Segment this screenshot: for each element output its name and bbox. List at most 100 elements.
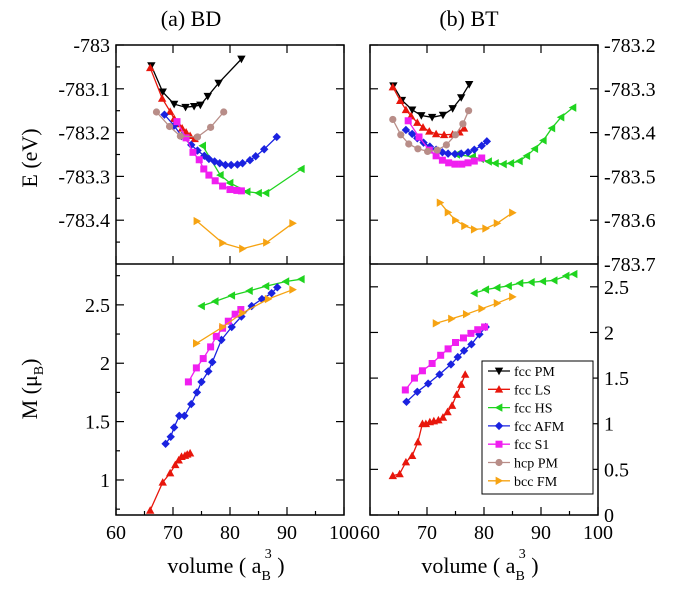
- point-energy-bt-hcp-pm: [423, 147, 432, 156]
- point-moment-bd-fcc-afm: [192, 388, 202, 397]
- point-moment-bt-fcc-s1: [459, 334, 467, 342]
- point-moment-bd-fcc-hs: [297, 274, 305, 284]
- x-tick-label-bt: 60: [360, 522, 380, 544]
- point-moment-bt-fcc-s1: [401, 386, 409, 394]
- legend-marker-fcc-pm: [494, 367, 504, 376]
- point-energy-bt-fcc-hs: [568, 103, 577, 112]
- point-energy-bd-fcc-hs: [261, 188, 270, 198]
- point-energy-bt-fcc-pm: [457, 94, 466, 102]
- point-moment-bt-fcc-ls: [413, 437, 423, 446]
- x-tick-label-bt: 80: [474, 522, 494, 544]
- point-moment-bt-fcc-hs: [492, 283, 501, 292]
- point-energy-bt-fcc-ls: [388, 82, 397, 91]
- point-energy-bt-fcc-s1: [445, 159, 453, 167]
- point-energy-bd-hcp-pm: [220, 108, 228, 116]
- point-moment-bt-fcc-hs: [561, 271, 570, 281]
- point-energy-bt-fcc-afm: [482, 137, 492, 146]
- point-energy-bt-fcc-afm: [470, 145, 479, 154]
- point-energy-bt-hcp-pm: [389, 115, 397, 124]
- point-energy-bt-fcc-hs: [515, 156, 523, 166]
- point-moment-bt-fcc-hs: [549, 276, 558, 285]
- point-energy-bd-fcc-pm: [169, 100, 179, 109]
- point-energy-bt-fcc-s1: [451, 160, 459, 168]
- point-moment-bt-fcc-hs: [470, 289, 478, 298]
- point-moment-bt-fcc-hs: [569, 269, 578, 279]
- x-tick-label-bt: 100: [583, 522, 613, 544]
- y-tick-label-energy-bd: -783.3: [58, 166, 110, 188]
- point-moment-bd-fcc-afm: [208, 357, 217, 367]
- point-energy-bd-bcc-fm: [239, 244, 247, 253]
- point-moment-bd-fcc-afm: [247, 301, 256, 311]
- point-moment-bd-fcc-ls: [158, 478, 167, 486]
- point-energy-bd-fcc-s1: [173, 118, 181, 126]
- point-moment-bd-fcc-hs: [281, 277, 290, 286]
- point-moment-bd-bcc-fm: [219, 322, 227, 332]
- point-energy-bd-fcc-ls: [157, 94, 167, 102]
- point-energy-bd-fcc-hs: [242, 187, 251, 196]
- point-energy-bt-fcc-ls: [413, 118, 422, 126]
- point-moment-bd-fcc-s1: [192, 364, 200, 372]
- y-tick-label-moment-bt: 0.5: [604, 459, 629, 481]
- point-energy-bt-fcc-pm: [438, 111, 448, 120]
- point-energy-bt-hcp-pm: [414, 145, 422, 153]
- point-energy-bt-hcp-pm: [442, 141, 450, 149]
- point-energy-bt-hcp-pm: [459, 120, 467, 128]
- point-moment-bt-fcc-s1: [437, 351, 445, 359]
- y-tick-label-moment-bt: 1: [604, 414, 614, 436]
- y-tick-label-energy-bt: -783.2: [604, 35, 656, 57]
- y-tick-label-energy-bt: -783.7: [604, 254, 656, 276]
- panel-title-a: (a) BD: [161, 6, 221, 31]
- point-moment-bd-fcc-ls: [171, 460, 180, 469]
- point-energy-bt-fcc-s1: [415, 133, 423, 141]
- point-moment-bd-fcc-afm: [161, 439, 170, 448]
- point-moment-bt-fcc-s1: [410, 374, 418, 382]
- series-line-moment-bd-fcc-afm: [165, 286, 278, 445]
- point-energy-bt-fcc-pm: [427, 113, 437, 122]
- x-tick-label-bd: 90: [277, 522, 297, 544]
- point-moment-bd-fcc-s1: [184, 378, 192, 386]
- point-moment-bt-fcc-s1: [474, 326, 482, 334]
- y-tick-label-energy-bd: -783: [73, 35, 110, 57]
- y-tick-label-energy-bt: -783.6: [604, 210, 656, 232]
- point-moment-bd-bcc-fm: [239, 308, 247, 318]
- point-energy-bd-hcp-pm: [207, 123, 215, 131]
- point-energy-bt-fcc-afm: [443, 149, 453, 158]
- legend-label-fcc-ls: fcc LS: [514, 383, 551, 398]
- point-energy-bd-fcc-s1: [237, 187, 245, 195]
- plot-layer: [146, 55, 578, 514]
- legend-marker-hcp-pm: [495, 458, 503, 467]
- y-tick-label-energy-bt: -783.4: [604, 123, 656, 145]
- point-energy-bt-fcc-ls: [439, 130, 449, 139]
- point-moment-bd-fcc-afm: [197, 377, 206, 387]
- point-energy-bt-hcp-pm: [451, 131, 460, 139]
- point-energy-bt-fcc-hs: [499, 159, 507, 169]
- point-moment-bd-fcc-ls: [185, 448, 195, 457]
- point-energy-bd-hcp-pm: [176, 132, 185, 140]
- point-energy-bd-fcc-hs: [198, 141, 206, 150]
- point-energy-bd-fcc-afm: [238, 159, 247, 168]
- point-energy-bd-bcc-fm: [219, 238, 227, 248]
- point-moment-bt-fcc-ls: [388, 471, 397, 480]
- point-energy-bd-fcc-pm: [196, 101, 205, 110]
- point-moment-bt-fcc-s1: [428, 359, 436, 367]
- point-energy-bd-fcc-afm: [233, 160, 242, 169]
- point-energy-bd-bcc-fm: [193, 216, 202, 226]
- series-line-energy-bd-fcc-hs: [202, 145, 302, 194]
- point-moment-bt-fcc-ls: [452, 390, 461, 398]
- point-energy-bt-fcc-afm: [450, 149, 460, 159]
- x-tick-label-bd: 70: [163, 522, 183, 544]
- point-energy-bd-fcc-pm: [189, 102, 199, 111]
- point-energy-bt-fcc-ls: [459, 124, 469, 132]
- point-moment-bt-fcc-s1: [467, 329, 475, 337]
- point-moment-bd-bcc-fm: [193, 339, 201, 348]
- point-moment-bt-fcc-afm: [467, 340, 476, 349]
- point-moment-bt-bcc-fm: [493, 299, 502, 308]
- y-tick-label-moment-bt: 0: [604, 505, 614, 527]
- point-moment-bt-fcc-afm: [446, 360, 456, 369]
- point-moment-bt-fcc-s1: [444, 345, 452, 353]
- point-moment-bd-fcc-afm: [169, 423, 179, 432]
- point-moment-bd-fcc-hs: [210, 297, 219, 306]
- point-energy-bt-fcc-s1: [432, 152, 440, 160]
- point-moment-bd-fcc-s1: [224, 317, 232, 325]
